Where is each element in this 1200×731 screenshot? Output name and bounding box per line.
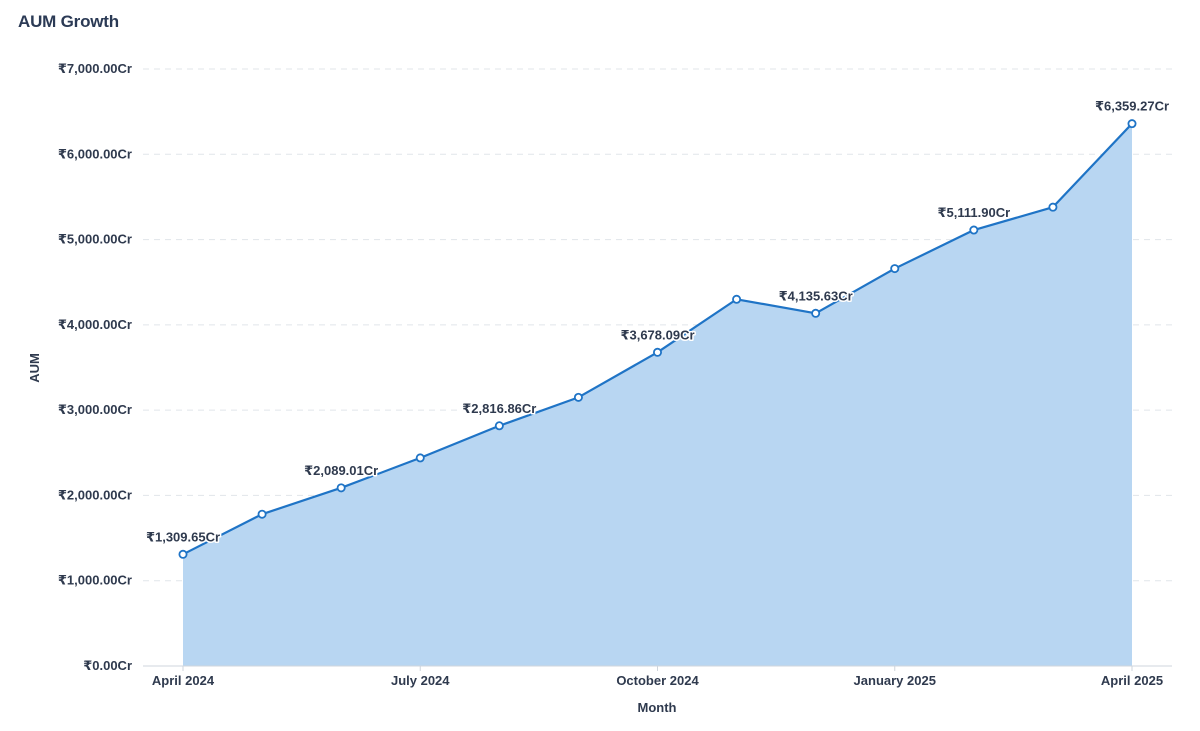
- data-label: ₹6,359.27Cr: [1095, 99, 1169, 114]
- data-point[interactable]: [494, 421, 504, 431]
- y-tick-label: ₹7,000.00Cr: [58, 61, 132, 76]
- data-point[interactable]: [969, 225, 979, 235]
- x-tick-label: January 2025: [854, 673, 936, 688]
- data-point[interactable]: [1048, 202, 1058, 212]
- data-markers: [178, 119, 1137, 559]
- y-tick-label: ₹0.00Cr: [83, 658, 132, 673]
- data-label: ₹5,111.90Cr: [937, 205, 1010, 220]
- y-tick-label: ₹3,000.00Cr: [58, 402, 132, 417]
- y-tick-label: ₹5,000.00Cr: [58, 232, 132, 247]
- y-tick-label: ₹1,000.00Cr: [58, 573, 132, 588]
- data-label: ₹1,309.65Cr: [146, 529, 220, 544]
- data-point[interactable]: [573, 392, 583, 402]
- data-point[interactable]: [178, 549, 188, 559]
- data-label: ₹4,135.63Cr: [779, 288, 853, 303]
- x-axis-title: Month: [638, 700, 677, 715]
- data-label: ₹2,089.01Cr: [304, 463, 378, 478]
- data-point[interactable]: [890, 264, 900, 274]
- y-tick-label: ₹2,000.00Cr: [58, 487, 132, 502]
- data-point[interactable]: [415, 453, 425, 463]
- y-tick-label: ₹6,000.00Cr: [58, 146, 132, 161]
- axes: ₹0.00Cr ₹1,000.00Cr ₹2,000.00Cr ₹3,000.00Cr…: [58, 61, 1172, 688]
- data-point[interactable]: [811, 308, 821, 318]
- chart-title: AUM Growth: [18, 12, 119, 31]
- aum-area-fill: [183, 123, 1132, 666]
- x-tick-label: April 2024: [152, 673, 215, 688]
- data-point[interactable]: [732, 294, 742, 304]
- y-tick-label: ₹4,000.00Cr: [58, 317, 132, 332]
- data-point[interactable]: [1127, 119, 1137, 129]
- data-label: ₹2,816.86Cr: [462, 401, 536, 416]
- data-point[interactable]: [257, 509, 267, 519]
- x-tick-label: October 2024: [616, 673, 699, 688]
- x-tick-label: July 2024: [391, 673, 450, 688]
- data-point[interactable]: [336, 483, 346, 493]
- x-tick-label: April 2025: [1101, 673, 1163, 688]
- data-point[interactable]: [653, 347, 663, 357]
- data-label: ₹3,678.09Cr: [620, 327, 694, 342]
- data-labels: ₹1,309.65Cr ₹2,089.01Cr ₹2,816.86Cr ₹3,678.…: [144, 97, 1170, 546]
- y-axis-title: AUM: [27, 353, 42, 383]
